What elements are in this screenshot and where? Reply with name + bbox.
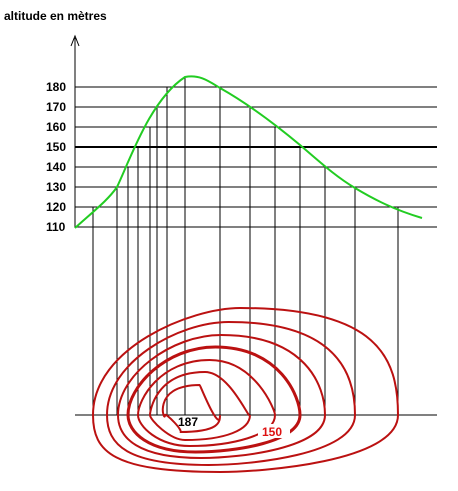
axis-arrow <box>70 34 80 47</box>
contour-label: 150 <box>262 425 282 439</box>
contour-line <box>136 358 277 448</box>
level-label: 120 <box>46 200 66 214</box>
contour-line <box>126 345 302 454</box>
level-label: 180 <box>46 80 66 94</box>
contour-line <box>116 333 327 460</box>
label-gap <box>258 424 290 438</box>
profile-curve <box>74 75 423 229</box>
level-label: 170 <box>46 100 66 114</box>
contour-line <box>148 370 251 442</box>
level-label: 130 <box>46 180 66 194</box>
axis-title: altitude en mètres <box>4 9 107 23</box>
contour-line <box>91 306 400 474</box>
summit-label: 187 <box>178 415 198 429</box>
contour-line <box>161 383 221 433</box>
level-label: 140 <box>46 160 66 174</box>
level-label: 160 <box>46 120 66 134</box>
level-label: 110 <box>46 220 66 234</box>
level-label: 150 <box>46 140 66 154</box>
contour-line <box>105 320 357 467</box>
